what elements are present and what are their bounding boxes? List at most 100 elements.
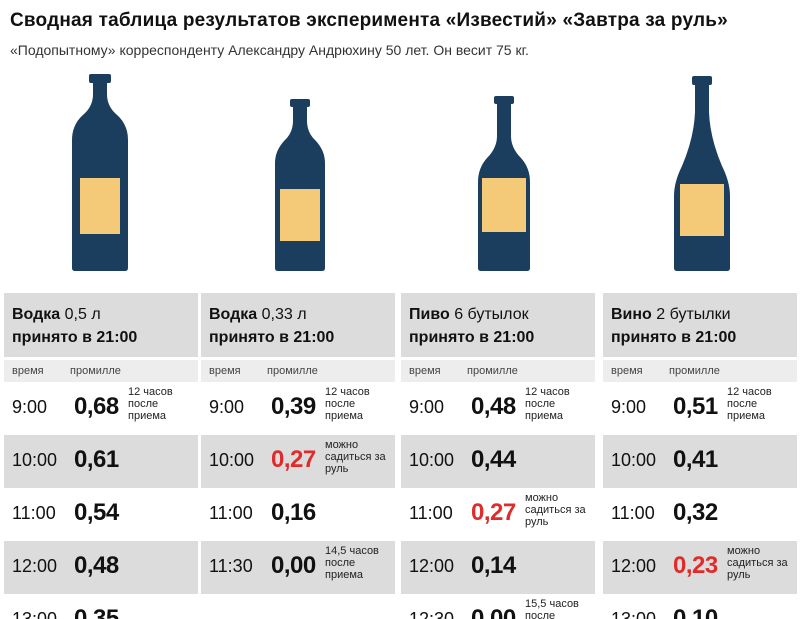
row-value: 0,54 (74, 499, 119, 526)
row-value: 0,16 (271, 499, 316, 526)
row-time: 10:00 (12, 450, 58, 470)
table-row: 10:00 0,61 (4, 435, 198, 488)
row-time: 10:00 (409, 450, 455, 470)
table-row: 9:00 0,68 12 часов после приема (4, 382, 198, 435)
drink-quantity: 0,5 л (64, 306, 101, 323)
accepted-time: принято в 21:00 (209, 329, 335, 346)
vodka-large-bottle-icon (72, 74, 128, 271)
beer-bottle-icon (478, 96, 530, 271)
table-row: 11:00 0,27 можно садиться за руль (401, 488, 595, 541)
row-note: 14,5 часов после приема (325, 545, 379, 581)
time-label: время (409, 365, 441, 377)
row-value: 0,51 (673, 393, 718, 420)
row-time: 10:00 (611, 450, 657, 470)
column-header: Вино 2 бутылки принято в 21:00 (603, 293, 797, 357)
row-time: 11:00 (409, 503, 453, 523)
row-value: 0,48 (74, 552, 119, 579)
row-time: 11:00 (611, 503, 655, 523)
row-value: 0,68 (74, 393, 119, 420)
promille-label: промилле (669, 365, 720, 377)
table-row: 10:00 0,44 (401, 435, 595, 488)
accepted-time: принято в 21:00 (409, 329, 535, 346)
row-note: 12 часов после приема (727, 386, 772, 422)
row-value: 0,35 (74, 605, 119, 619)
table-row: 11:00 0,16 (201, 488, 395, 541)
table-row: 9:00 0,48 12 часов после приема (401, 382, 595, 435)
row-value: 0,39 (271, 393, 316, 420)
row-time: 13:00 (611, 609, 657, 619)
drink-name: Водка (209, 306, 258, 323)
page-title: Сводная таблица результатов эксперимента… (10, 10, 728, 31)
row-value: 0,00 (471, 605, 516, 619)
wine-column: Вино 2 бутылки принято в 21:00 время про… (603, 293, 797, 619)
column-header: Пиво 6 бутылок принято в 21:00 (401, 293, 595, 357)
row-value: 0,27 (471, 499, 516, 526)
accepted-time: принято в 21:00 (611, 329, 737, 346)
row-note: можно садиться за руль (727, 545, 788, 581)
drink-quantity: 6 бутылок (454, 306, 529, 323)
accepted-time: принято в 21:00 (12, 329, 138, 346)
column-header: Водка 0,33 л принято в 21:00 (201, 293, 395, 357)
table-row: 11:00 0,32 (603, 488, 797, 541)
promille-label: промилле (70, 365, 121, 377)
row-time: 9:00 (611, 397, 647, 417)
row-time: 11:00 (12, 503, 56, 523)
row-note: можно садиться за руль (525, 492, 586, 528)
table-row: 11:30 0,00 14,5 часов после приема (201, 541, 395, 594)
row-time: 12:30 (409, 609, 455, 619)
drink-quantity: 0,33 л (261, 306, 307, 323)
row-time: 9:00 (209, 397, 245, 417)
table-row: 12:00 0,48 (4, 541, 198, 594)
table-row: 13:00 0,35 (4, 594, 198, 619)
table-row: 10:00 0,27 можно садиться за руль (201, 435, 395, 488)
row-time: 13:00 (12, 609, 58, 619)
row-time: 12:00 (611, 556, 657, 576)
row-value: 0,32 (673, 499, 718, 526)
table-row: 11:00 0,54 (4, 488, 198, 541)
row-note: 12 часов после приема (525, 386, 570, 422)
row-value: 0,00 (271, 552, 316, 579)
row-value: 0,27 (271, 446, 316, 473)
table-row: 10:00 0,41 (603, 435, 797, 488)
column-header: Водка 0,5 л принято в 21:00 (4, 293, 198, 357)
time-label: время (209, 365, 241, 377)
row-note: 12 часов после приема (128, 386, 173, 422)
row-note: 15,5 часов после приема (525, 598, 579, 619)
row-time: 9:00 (409, 397, 445, 417)
drink-name: Вино (611, 306, 652, 323)
row-value: 0,23 (673, 552, 718, 579)
row-time: 12:00 (409, 556, 455, 576)
row-note: можно садиться за руль (325, 439, 386, 475)
vodka-small-bottle-icon (275, 99, 325, 271)
sub-header: время промилле (401, 360, 595, 382)
table-row: 9:00 0,39 12 часов после приема (201, 382, 395, 435)
wine-bottle-icon (674, 76, 730, 271)
row-value: 0,44 (471, 446, 516, 473)
row-time: 11:00 (209, 503, 253, 523)
row-time: 10:00 (209, 450, 255, 470)
time-label: время (12, 365, 44, 377)
row-time: 9:00 (12, 397, 48, 417)
table-row: 12:30 0,00 15,5 часов после приема (401, 594, 595, 619)
row-time: 11:30 (209, 556, 253, 576)
row-value: 0,61 (74, 446, 119, 473)
row-value: 0,48 (471, 393, 516, 420)
beer-column: Пиво 6 бутылок принято в 21:00 время про… (401, 293, 595, 619)
table-row: 9:00 0,51 12 часов после приема (603, 382, 797, 435)
promille-label: промилле (267, 365, 318, 377)
row-value: 0,41 (673, 446, 718, 473)
drink-name: Водка (12, 306, 61, 323)
sub-header: время промилле (201, 360, 395, 382)
row-value: 0,14 (471, 552, 516, 579)
table-row: 13:00 0,10 (603, 594, 797, 619)
row-time: 12:00 (12, 556, 58, 576)
vodka-large-column: Водка 0,5 л принято в 21:00 время промил… (4, 293, 198, 619)
vodka-small-column: Водка 0,33 л принято в 21:00 время проми… (201, 293, 395, 619)
table-row: 12:00 0,23 можно садиться за руль (603, 541, 797, 594)
sub-header: время промилле (603, 360, 797, 382)
row-value: 0,10 (673, 605, 718, 619)
row-note: 12 часов после приема (325, 386, 370, 422)
table-row: 12:00 0,14 (401, 541, 595, 594)
drink-quantity: 2 бутылки (656, 306, 731, 323)
page-subtitle: «Подопытному» корреспонденту Александру … (10, 42, 529, 58)
